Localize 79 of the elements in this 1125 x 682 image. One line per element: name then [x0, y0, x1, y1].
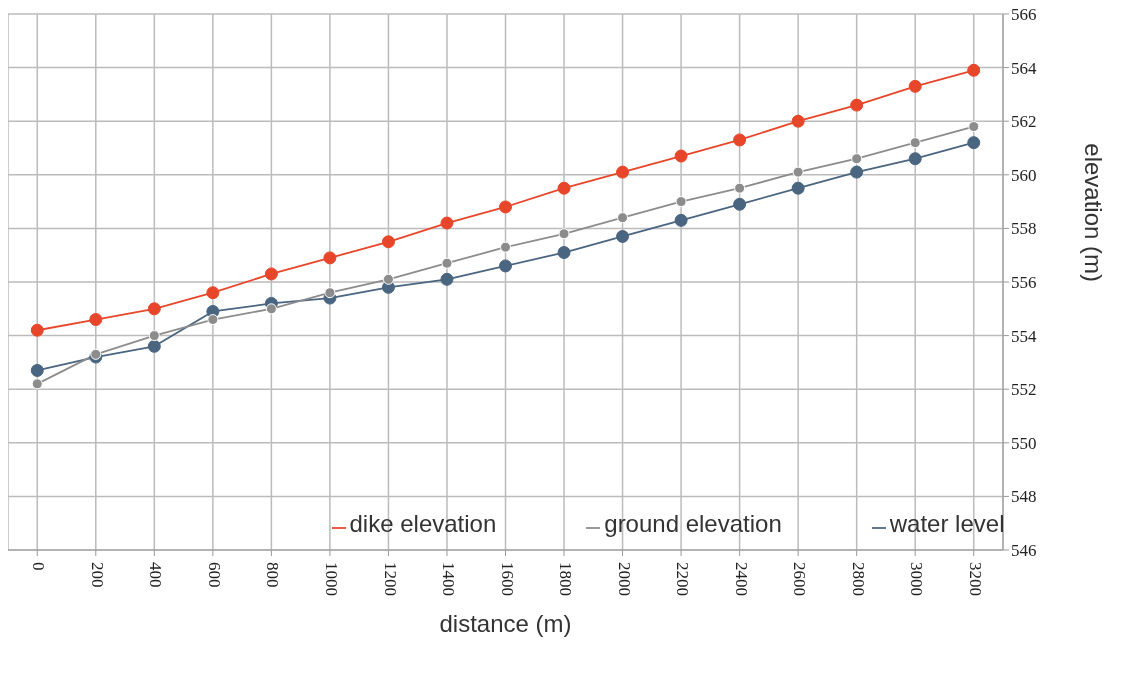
x-tick-label: 1600 — [497, 562, 517, 596]
point — [967, 136, 981, 150]
x-tick-label: 2400 — [731, 562, 751, 596]
point — [733, 133, 747, 147]
y-tick-label: 554 — [1011, 326, 1037, 346]
x-tick-label: 2600 — [790, 562, 810, 596]
point — [382, 273, 394, 285]
point — [440, 216, 454, 230]
point — [909, 137, 921, 149]
y-tick-label: 558 — [1011, 219, 1037, 239]
point — [381, 235, 395, 249]
y-tick-label: 566 — [1011, 5, 1037, 25]
point — [264, 267, 278, 281]
point — [967, 63, 981, 77]
x-axis-title: distance (m) — [439, 610, 572, 637]
point — [324, 287, 336, 299]
point — [31, 378, 43, 390]
point — [207, 314, 219, 326]
point — [791, 114, 805, 128]
y-tick-label: 562 — [1011, 112, 1037, 132]
point — [441, 257, 453, 269]
point — [791, 181, 805, 195]
point — [558, 228, 570, 240]
x-tick-label: 200 — [87, 562, 107, 588]
x-tick-label: 1200 — [380, 562, 400, 596]
x-tick-label: 1800 — [556, 562, 576, 596]
point — [265, 303, 277, 315]
point — [908, 152, 922, 166]
point — [851, 153, 863, 165]
x-tick-label: 800 — [263, 562, 283, 588]
y-tick-label: 556 — [1011, 273, 1037, 293]
point — [147, 339, 161, 353]
x-tick-label: 1400 — [439, 562, 459, 596]
point — [734, 182, 746, 194]
x-tick-label: 0 — [29, 562, 49, 571]
x-tick-label: 2200 — [673, 562, 693, 596]
point — [616, 165, 630, 179]
point — [30, 363, 44, 377]
y-tick-label: 548 — [1011, 487, 1037, 507]
y-tick-label: 552 — [1011, 380, 1037, 400]
y-tick-label: 560 — [1011, 165, 1037, 185]
point — [674, 149, 688, 163]
point — [968, 121, 980, 133]
point — [557, 246, 571, 260]
point — [792, 166, 804, 178]
point — [499, 259, 512, 273]
point — [617, 212, 629, 224]
x-tick-label: 3200 — [965, 562, 985, 596]
x-tick-label: 600 — [204, 562, 224, 588]
point — [908, 79, 922, 93]
legend-label: dike elevation — [349, 510, 497, 537]
point — [850, 165, 864, 179]
point — [675, 196, 687, 208]
y-tick-label: 546 — [1011, 541, 1037, 561]
point — [323, 251, 337, 265]
point — [147, 302, 161, 316]
point — [850, 98, 864, 112]
legend-label: ground elevation — [604, 510, 782, 537]
y-axis-title: elevation (m) — [1080, 143, 1108, 282]
point — [674, 213, 688, 227]
point — [500, 241, 511, 253]
point — [148, 330, 160, 342]
point — [206, 286, 220, 300]
x-tick-label: 400 — [146, 562, 166, 588]
x-tick-label: 2000 — [614, 562, 634, 596]
y-tick-label: 550 — [1011, 433, 1037, 453]
point — [499, 200, 512, 214]
x-tick-label: 3000 — [907, 562, 927, 596]
point — [616, 229, 630, 243]
point — [89, 313, 103, 327]
legend-label: water level — [889, 510, 1005, 537]
x-tick-label: 2800 — [848, 562, 868, 596]
point — [90, 348, 102, 360]
point — [557, 181, 571, 195]
y-tick-label: 564 — [1011, 58, 1037, 78]
x-tick-label: 1000 — [322, 562, 342, 596]
point — [30, 323, 44, 337]
point — [440, 272, 454, 286]
point — [733, 197, 747, 211]
